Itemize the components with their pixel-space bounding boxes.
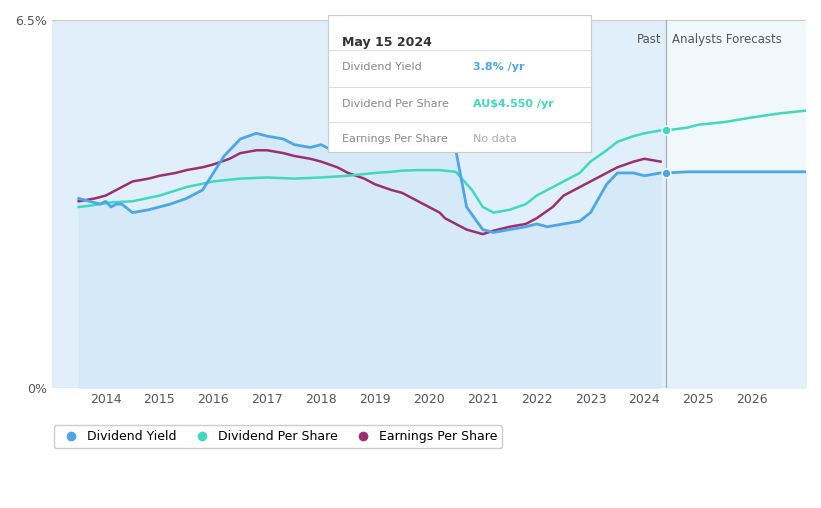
Point (659, 126, 672, 135)
Point (659, 169, 672, 177)
Text: Dividend Per Share: Dividend Per Share (342, 100, 448, 109)
Text: 3.8% /yr: 3.8% /yr (473, 62, 525, 72)
Text: Past: Past (637, 34, 662, 46)
Text: May 15 2024: May 15 2024 (342, 36, 431, 49)
Bar (52, 20, 666, 388)
Text: Dividend Yield: Dividend Yield (342, 62, 421, 72)
Text: AU$4.550 /yr: AU$4.550 /yr (473, 100, 553, 109)
Bar (666, 20, 806, 388)
Text: Earnings Per Share: Earnings Per Share (342, 134, 447, 144)
Legend: Dividend Yield, Dividend Per Share, Earnings Per Share: Dividend Yield, Dividend Per Share, Earn… (53, 425, 502, 448)
Text: No data: No data (473, 134, 516, 144)
Text: Analysts Forecasts: Analysts Forecasts (672, 34, 782, 46)
